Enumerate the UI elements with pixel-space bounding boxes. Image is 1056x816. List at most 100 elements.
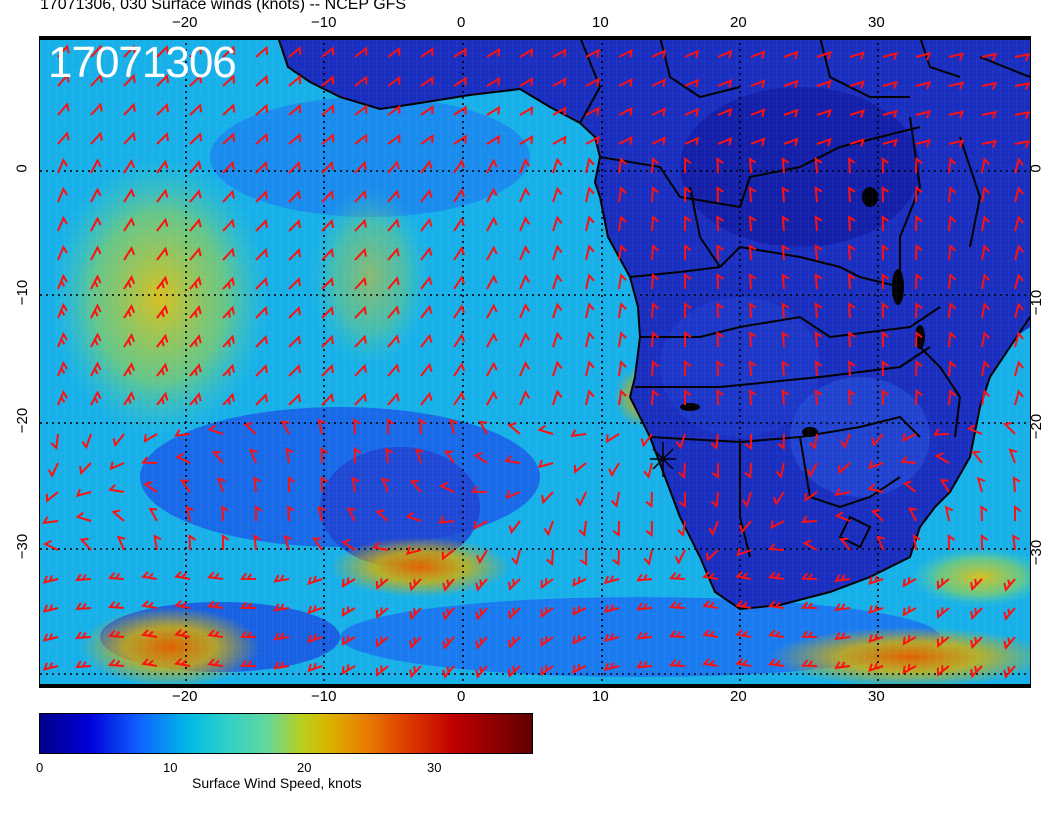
wind-barb (618, 135, 633, 145)
wind-barb (618, 244, 627, 261)
wind-barb (748, 186, 757, 203)
wind-barb (585, 389, 595, 406)
wind-barb (280, 420, 290, 435)
wind-barb (618, 186, 627, 203)
wind-barb (443, 450, 455, 464)
wind-barb (387, 75, 401, 87)
wind-barb (651, 136, 667, 146)
wind-barb (409, 607, 422, 621)
wind-barb (372, 541, 389, 551)
wind-barb (981, 52, 998, 61)
wind-barb (248, 448, 258, 464)
wind-barb (716, 273, 724, 290)
wind-barb (585, 77, 600, 87)
wind-barb (816, 79, 832, 89)
wind-barb (948, 139, 965, 148)
wind-barb (222, 247, 235, 261)
wind-barb (750, 50, 766, 59)
lat-label-right: −30 (1028, 539, 1046, 566)
wind-barb (801, 515, 818, 524)
wind-barb (156, 333, 169, 348)
wind-barb (552, 360, 563, 377)
wind-barb (42, 604, 59, 613)
wind-barb (439, 481, 455, 493)
wind-barb (207, 629, 224, 638)
wind-barb (948, 389, 957, 406)
wind-barb (545, 549, 554, 567)
wind-barb (651, 330, 660, 348)
lon-label-bottom: −20 (172, 688, 198, 705)
wind-barb (221, 534, 230, 551)
wind-barb (783, 50, 799, 60)
wind-barb (420, 159, 433, 174)
lat-label-left: −20 (14, 407, 32, 434)
wind-barb (618, 273, 627, 290)
wind-barb (90, 44, 103, 58)
wind-barb (255, 74, 269, 87)
wind-barb (781, 302, 790, 319)
wind-barb (1003, 578, 1016, 592)
wind-barb (1003, 665, 1016, 679)
wind-barb (684, 49, 700, 59)
wind-barb (317, 418, 326, 435)
wind-barb (806, 462, 818, 478)
wind-barb (90, 187, 102, 203)
wind-barb (578, 520, 587, 537)
wind-barb (618, 215, 627, 232)
wind-barb (678, 462, 686, 480)
wind-barb (156, 304, 169, 319)
wind-barb (321, 46, 335, 58)
wind-barb (188, 534, 196, 551)
wind-barb (123, 304, 136, 319)
wind-barb (438, 516, 455, 524)
wind-barbs (42, 44, 1030, 679)
wind-barb (847, 215, 856, 232)
wind-barb (643, 549, 653, 566)
wind-barb (320, 476, 328, 493)
wind-barb (222, 189, 235, 203)
wind-barb (75, 488, 92, 498)
wind-barb (486, 303, 498, 319)
wind-barb (834, 661, 851, 670)
wind-barb (420, 217, 433, 232)
wind-barb (717, 107, 733, 117)
wind-barb (645, 491, 653, 508)
wind-barb (936, 665, 950, 677)
wind-barb (321, 276, 334, 290)
wind-barb (585, 244, 595, 261)
wind-barb (783, 108, 799, 118)
wind-barb (353, 418, 361, 435)
wind-barb (189, 247, 202, 261)
wind-barb (81, 433, 92, 450)
wind-barb (473, 451, 488, 464)
wind-barb (736, 547, 752, 557)
wind-barb (307, 575, 323, 586)
wind-barb (123, 246, 136, 261)
wind-barb (346, 507, 356, 522)
wind-barb (57, 302, 68, 319)
wind-barb (354, 392, 367, 406)
wind-barb (915, 186, 923, 203)
wind-barb (716, 302, 724, 319)
wind-barb (57, 331, 68, 348)
wind-barb (240, 601, 257, 609)
wind-barb (912, 534, 921, 551)
wind-barb (781, 157, 790, 174)
lon-label-top: 30 (868, 14, 885, 31)
wind-barb (705, 549, 719, 562)
wind-barb (871, 433, 884, 447)
wind-barb (618, 302, 627, 319)
wind-barb (222, 160, 235, 174)
wind-barb (948, 157, 957, 174)
wind-barb (253, 534, 262, 551)
wind-barb (255, 276, 268, 290)
wind-barb (540, 636, 554, 648)
wind-barb (341, 606, 356, 617)
wind-barb (1014, 111, 1030, 120)
wind-barb (868, 575, 884, 585)
wind-barb (156, 45, 169, 58)
wind-barb (321, 363, 334, 377)
wind-barb (980, 505, 988, 522)
wind-barb (981, 215, 991, 232)
wind-barb (948, 302, 957, 319)
